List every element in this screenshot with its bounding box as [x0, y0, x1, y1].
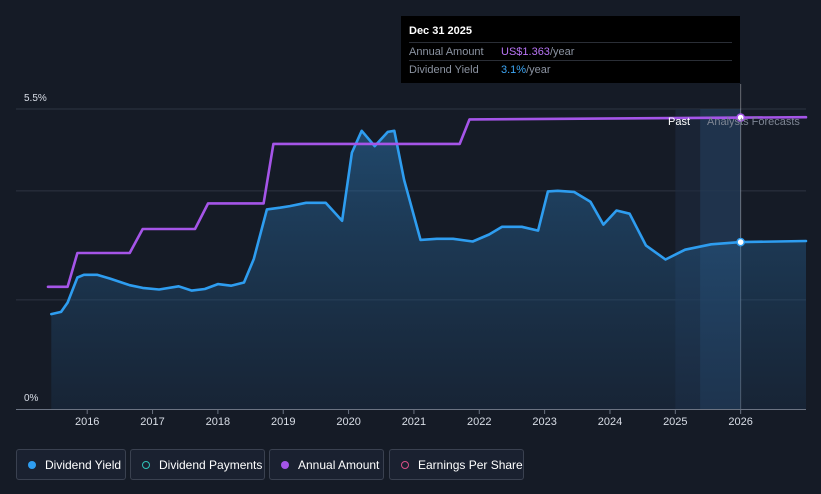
dividend-yield-dot-icon — [28, 460, 36, 469]
annual-amount-line — [46, 115, 808, 289]
tooltip-dividend-yield-suffix: /year — [526, 63, 551, 76]
x-tick-label-2020: 2020 — [336, 416, 360, 428]
x-tick-label-2023: 2023 — [532, 416, 556, 428]
dividend-yield-line — [50, 129, 808, 316]
x-tick-label-2024: 2024 — [598, 416, 622, 428]
tooltip-row-dividend-yield: Dividend Yield 3.1%/year — [409, 60, 732, 78]
tooltip-row-annual-amount: Annual Amount US$1.363/year — [409, 42, 732, 60]
dividend-yield-hover-marker — [736, 237, 746, 247]
forecast-label: Analysts Forecasts — [707, 116, 800, 128]
y-tick-label-bottom: 0% — [24, 393, 39, 404]
tooltip-annual-amount-value: US$1.363 — [501, 45, 550, 58]
tooltip-dividend-yield-label: Dividend Yield — [409, 63, 479, 76]
tooltip-dividend-yield-value: 3.1% — [501, 63, 527, 76]
legend-dividend-payments-label: Dividend Payments — [159, 457, 263, 472]
annual-amount-hover-marker — [736, 113, 746, 122]
legend-dividend-yield-label: Dividend Yield — [45, 457, 122, 472]
tooltip-date: Dec 31 2025 — [409, 25, 472, 37]
annual-amount-dot-icon — [281, 460, 289, 469]
x-tick-label-2018: 2018 — [206, 416, 230, 428]
y-tick-label-top: 5.5% — [24, 93, 47, 104]
dividend-yield-area — [51, 130, 807, 410]
x-tick-label-2021: 2021 — [402, 416, 426, 428]
x-tick-label-2016: 2016 — [75, 416, 99, 428]
tooltip: Dec 31 2025 Annual Amount US$1.363/year … — [401, 16, 740, 83]
x-tick-label-2017: 2017 — [140, 416, 164, 428]
tooltip-annual-amount-label: Annual Amount — [409, 45, 484, 58]
x-tick-label-2026: 2026 — [728, 416, 752, 428]
legend-annual-amount[interactable]: Annual Amount — [269, 449, 384, 480]
past-label: Past — [668, 116, 690, 128]
legend-annual-amount-label: Annual Amount — [298, 457, 380, 472]
legend-earnings-per-share[interactable]: Earnings Per Share — [389, 449, 524, 480]
x-tick-label-2019: 2019 — [271, 416, 295, 428]
legend-dividend-yield[interactable]: Dividend Yield — [16, 449, 126, 480]
legend-earnings-per-share-label: Earnings Per Share — [418, 457, 523, 472]
x-tick-label-2025: 2025 — [663, 416, 687, 428]
x-tick-label-2022: 2022 — [467, 416, 491, 428]
tooltip-annual-amount-suffix: /year — [549, 45, 575, 58]
earnings-per-share-dot-icon — [401, 460, 409, 469]
dividend-payments-dot-icon — [142, 460, 150, 469]
legend-dividend-payments[interactable]: Dividend Payments — [130, 449, 265, 480]
